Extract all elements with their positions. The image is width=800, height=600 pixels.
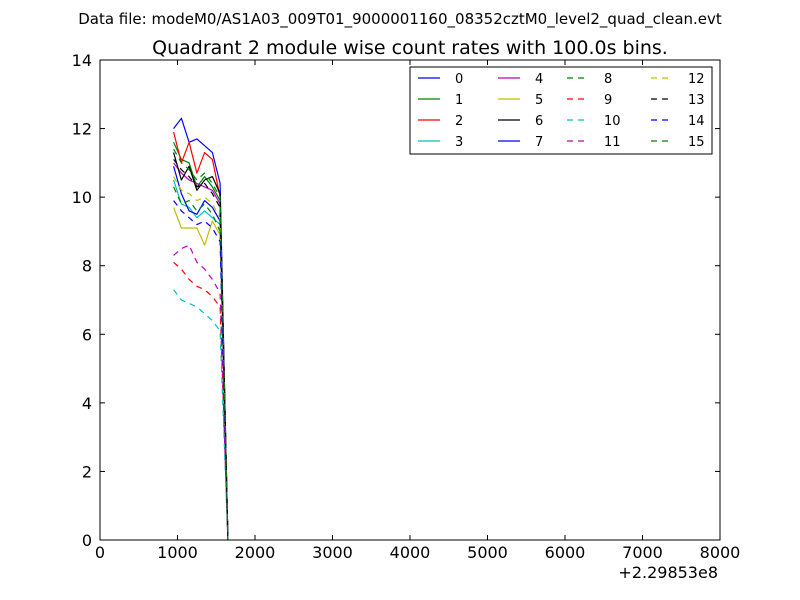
legend-box — [409, 66, 713, 155]
legend-label-3: 3 — [455, 135, 463, 150]
series-line-8 — [173, 186, 229, 541]
y-tick-label: 4 — [82, 394, 92, 413]
legend-label-1: 1 — [455, 93, 463, 108]
legend-label-13: 13 — [688, 93, 705, 108]
data-file-suptitle: Data file: modeM0/AS1A03_009T01_90000011… — [78, 10, 722, 29]
series-lines — [173, 117, 229, 541]
legend-label-6: 6 — [535, 114, 543, 129]
y-tick-label: 12 — [72, 120, 92, 139]
legend-label-7: 7 — [535, 135, 543, 150]
y-tick-label: 10 — [72, 188, 92, 207]
legend-label-11: 11 — [604, 135, 621, 150]
legend-label-14: 14 — [688, 114, 705, 129]
legend-label-0: 0 — [455, 72, 463, 87]
x-tick-label: 7000 — [622, 543, 663, 562]
x-tick-label: 4000 — [390, 543, 431, 562]
x-tick-label: 2000 — [235, 543, 276, 562]
x-tick-label: 6000 — [545, 543, 586, 562]
series-line-5 — [173, 207, 229, 541]
series-line-3 — [173, 179, 229, 541]
legend-label-4: 4 — [535, 72, 543, 87]
legend-label-9: 9 — [604, 93, 612, 108]
legend-label-15: 15 — [688, 135, 705, 150]
series-line-0 — [173, 117, 229, 541]
series-line-13 — [173, 159, 229, 541]
x-tick-label: 1000 — [157, 543, 198, 562]
legend-label-2: 2 — [455, 114, 463, 129]
legend-label-8: 8 — [604, 72, 612, 87]
y-tick-label: 8 — [82, 257, 92, 276]
series-line-10 — [173, 289, 229, 541]
legend-label-5: 5 — [535, 93, 543, 108]
y-tick-label: 6 — [82, 325, 92, 344]
series-line-12 — [173, 176, 229, 541]
series-line-9 — [173, 261, 229, 541]
x-tick-label: 3000 — [312, 543, 353, 562]
x-tick-label: 0 — [95, 543, 105, 562]
legend-label-12: 12 — [688, 72, 705, 87]
chart-title: Quadrant 2 module wise count rates with … — [152, 37, 668, 59]
series-line-14 — [173, 200, 229, 541]
x-tick-label: 5000 — [467, 543, 508, 562]
series-line-11 — [173, 244, 229, 541]
y-tick-label: 2 — [82, 462, 92, 481]
y-tick-label: 14 — [72, 51, 92, 70]
x-tick-label: 8000 — [700, 543, 741, 562]
x-axis-offset-label: +2.29853e8 — [618, 563, 718, 582]
series-line-15 — [173, 148, 229, 541]
axis-ticks: 0 1000 2000 3000 4000 5000 6000 7000 80000246810… — [72, 51, 741, 562]
y-tick-label: 0 — [82, 531, 92, 550]
legend-label-10: 10 — [604, 114, 621, 129]
series-line-6 — [173, 152, 229, 541]
